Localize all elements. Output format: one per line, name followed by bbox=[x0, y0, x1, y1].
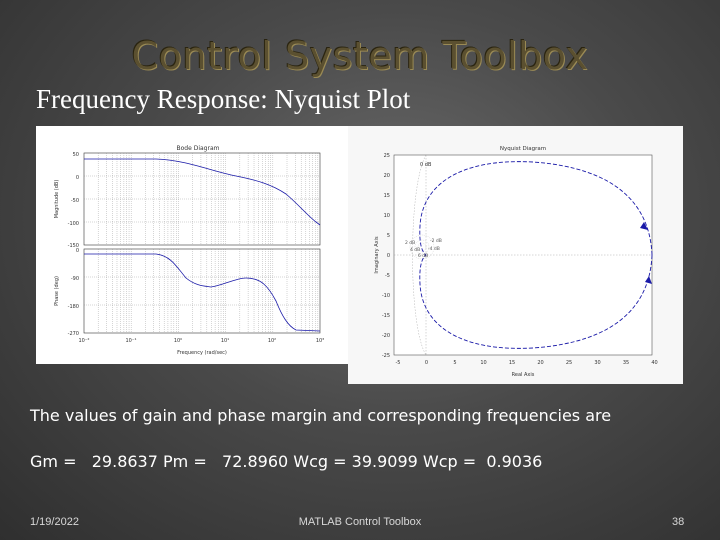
wcg-value: 39.9099 bbox=[351, 452, 418, 471]
nyquist-0db-circle bbox=[412, 154, 427, 356]
nyquist-db-label-small: 6 dB bbox=[418, 253, 428, 259]
nyquist-y-tick: -15 bbox=[382, 313, 390, 319]
pm-label: Pm = bbox=[163, 452, 207, 471]
footer-date: 1/19/2022 bbox=[30, 516, 79, 528]
gm-label: Gm = bbox=[30, 452, 77, 471]
nyquist-x-tick: 35 bbox=[623, 360, 629, 366]
nyquist-y-tick: 10 bbox=[384, 213, 390, 219]
nyquist-y-tick: -10 bbox=[382, 293, 390, 299]
nyquist-x-tick: 10 bbox=[480, 360, 486, 366]
nyquist-y-tick: 20 bbox=[384, 173, 390, 179]
nyquist-plot: Nyquist Diagram 0 dB 2 dB -2 dB 4 dB -4 … bbox=[348, 126, 683, 384]
nyquist-x-tick: 15 bbox=[509, 360, 515, 366]
bode-mag-tick: 0 bbox=[76, 175, 79, 181]
bode-x-tick: 10³ bbox=[316, 338, 324, 344]
bode-xlabel: Frequency (rad/sec) bbox=[177, 350, 227, 356]
nyquist-x-tick: -5 bbox=[396, 360, 401, 366]
bode-phase-tick: -270 bbox=[68, 331, 79, 337]
nyquist-title: Nyquist Diagram bbox=[500, 146, 546, 152]
nyquist-0db-label: 0 dB bbox=[420, 162, 432, 168]
bode-mag-tick: 50 bbox=[73, 152, 79, 158]
page-number: 38 bbox=[672, 516, 685, 528]
body-text: The values of gain and phase margin and … bbox=[30, 406, 612, 425]
bode-plot: Bode Diagram 50 0 -50 -100 -150 0 -90 -1… bbox=[36, 126, 348, 364]
nyquist-y-tick: -20 bbox=[382, 333, 390, 339]
bode-magnitude-curve bbox=[84, 158, 321, 226]
footer-center-text: MATLAB Control Toolbox bbox=[298, 516, 422, 528]
nyquist-db-label-small: -2 dB bbox=[430, 238, 442, 244]
nyquist-y-tick: 25 bbox=[384, 153, 390, 159]
nyquist-ylabel: Imaginary Axis bbox=[374, 236, 380, 274]
bode-x-tick: 10⁻¹ bbox=[125, 338, 136, 344]
nyquist-y-tick: 0 bbox=[387, 253, 390, 259]
bode-mag-tick: -150 bbox=[68, 243, 79, 249]
pm-value: 72.8960 bbox=[222, 452, 289, 471]
nyquist-xlabel: Real Axis bbox=[512, 372, 535, 378]
margin-metrics: Gm = 29.8637 Pm = 72.8960 Wcg = 39.9099 … bbox=[30, 452, 542, 471]
nyquist-plot-panel: Nyquist Diagram 0 dB 2 dB -2 dB 4 dB -4 … bbox=[348, 126, 683, 384]
nyquist-y-tick: 5 bbox=[387, 233, 390, 239]
nyquist-x-tick: 0 bbox=[425, 360, 428, 366]
nyquist-y-tick: 15 bbox=[384, 193, 390, 199]
bode-x-tick: 10¹ bbox=[221, 338, 229, 344]
nyquist-x-tick: 5 bbox=[453, 360, 456, 366]
nyquist-arrow-lower bbox=[645, 276, 652, 284]
nyquist-curve bbox=[419, 161, 653, 349]
nyquist-arrow-upper bbox=[640, 222, 648, 230]
bode-phase-axes bbox=[83, 248, 321, 334]
bode-mag-ylabel: Magnitude (dB) bbox=[54, 180, 60, 219]
bode-phase-tick: 0 bbox=[76, 248, 79, 254]
nyquist-db-label-small: 4 dB bbox=[410, 247, 420, 253]
bode-mag-tick: -50 bbox=[71, 198, 79, 204]
bode-x-tick: 10⁻² bbox=[78, 338, 89, 344]
wcg-label: Wcg = bbox=[293, 452, 347, 471]
bode-x-tick: 10⁰ bbox=[174, 338, 182, 344]
wcp-label: Wcp = bbox=[422, 452, 477, 471]
wcp-value: 0.9036 bbox=[486, 452, 543, 471]
bode-phase-tick: -90 bbox=[71, 276, 79, 282]
bode-plot-panel: Bode Diagram 50 0 -50 -100 -150 0 -90 -1… bbox=[36, 126, 348, 364]
nyquist-db-label-small: -4 dB bbox=[428, 246, 440, 252]
nyquist-y-tick: -25 bbox=[382, 353, 390, 359]
slide-subtitle: Frequency Response: Nyquist Plot bbox=[36, 84, 411, 114]
nyquist-x-tick: 20 bbox=[537, 360, 543, 366]
nyquist-x-tick: 30 bbox=[594, 360, 600, 366]
nyquist-y-tick: -5 bbox=[385, 273, 390, 279]
gm-value: 29.8637 bbox=[91, 452, 158, 471]
slide-title: Control System Toolbox bbox=[131, 34, 589, 78]
bode-mag-tick: -100 bbox=[68, 221, 79, 227]
bode-phase-ylabel: Phase (deg) bbox=[54, 276, 60, 306]
bode-x-tick: 10² bbox=[268, 338, 276, 344]
bode-title: Bode Diagram bbox=[177, 145, 220, 152]
nyquist-x-tick: 40 bbox=[651, 360, 657, 366]
bode-phase-tick: -180 bbox=[68, 304, 79, 310]
nyquist-x-tick: 25 bbox=[566, 360, 572, 366]
nyquist-db-label-small: 2 dB bbox=[405, 240, 415, 246]
bode-phase-curve bbox=[84, 253, 321, 332]
